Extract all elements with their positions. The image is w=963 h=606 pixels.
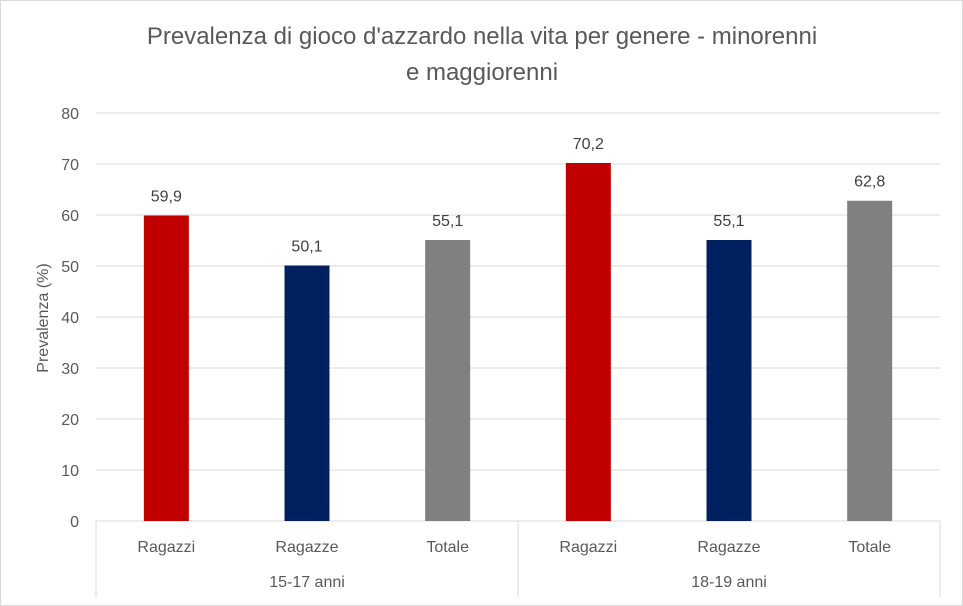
x-group-label: 18-19 anni: [691, 574, 767, 591]
data-label: 70,2: [573, 136, 604, 153]
x-axis: Ragazzi Ragazze Totale 15-17 anni Ragazzi Rag…: [95, 521, 941, 597]
chart-title-line2: e maggiorenni: [406, 59, 558, 86]
bar-ragazzi: [565, 162, 611, 522]
y-axis-label: Prevalenza (%): [35, 263, 52, 372]
data-label: 55,1: [432, 213, 463, 230]
y-tick-label: 60: [61, 208, 79, 225]
bar-totale: [425, 239, 471, 522]
y-tick-label: 40: [61, 310, 79, 327]
y-tick-label: 50: [61, 259, 79, 276]
data-label: 50,1: [291, 238, 322, 255]
y-tick-label: 70: [61, 157, 79, 174]
bar-ragazze: [706, 239, 752, 522]
x-group-label: 15-17 anni: [269, 574, 345, 591]
bar-ragazze: [284, 265, 330, 521]
y-tick-label: 10: [61, 463, 79, 480]
x-category-label: Totale: [426, 539, 469, 556]
x-category-label: Ragazzi: [559, 539, 617, 556]
y-axis-ticks: 0 10 20 30 40 50 60 70 80: [61, 106, 79, 531]
y-tick-label: 80: [61, 106, 79, 123]
data-label: 55,1: [713, 213, 744, 230]
y-tick-label: 0: [70, 514, 79, 531]
bar-ragazzi: [143, 215, 189, 521]
bar-totale: [847, 200, 893, 521]
y-tick-label: 30: [61, 361, 79, 378]
x-category-label: Ragazze: [275, 539, 338, 556]
chart-title-line1: Prevalenza di gioco d'azzardo nella vita…: [147, 23, 817, 50]
x-category-label: Ragazze: [697, 539, 760, 556]
data-label: 62,8: [854, 174, 885, 191]
y-tick-label: 20: [61, 412, 79, 429]
data-label: 59,9: [151, 189, 182, 206]
gridlines: [96, 112, 940, 522]
x-category-label: Ragazzi: [137, 539, 195, 556]
bars: 59,9 50,1 55,1 70,2 55,1 62,8: [143, 136, 893, 522]
x-category-label: Totale: [848, 539, 891, 556]
